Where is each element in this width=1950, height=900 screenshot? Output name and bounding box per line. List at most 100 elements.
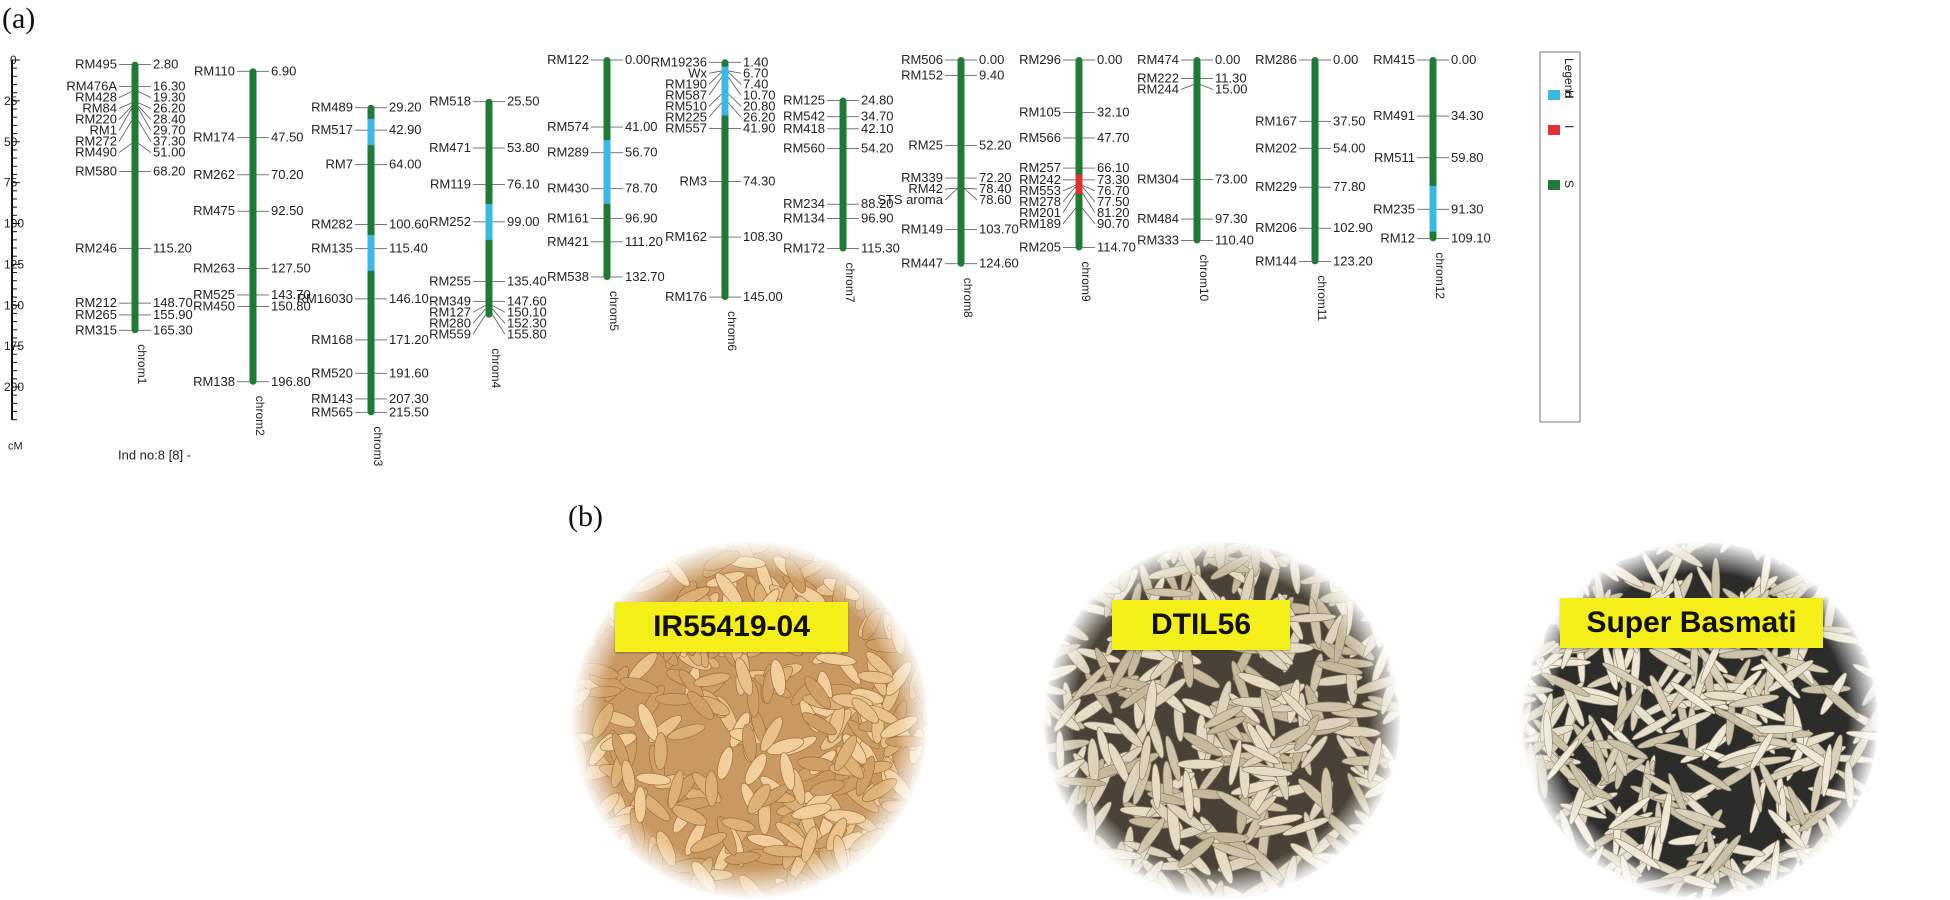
marker-position: 124.60 — [979, 256, 1019, 271]
marker-connector — [1200, 84, 1214, 90]
rice-grain — [1868, 591, 1878, 644]
marker-name: RM189 — [1019, 216, 1061, 231]
marker-name: RM559 — [429, 326, 471, 341]
rice-grain — [1546, 542, 1585, 566]
rice-grain — [1100, 542, 1125, 556]
rice-grain — [1832, 868, 1842, 898]
marker-connector — [492, 305, 506, 313]
marker-name: RM135 — [311, 241, 353, 256]
marker-position: 191.60 — [389, 365, 429, 380]
variety-label: Super Basmati — [1560, 598, 1823, 648]
marker-position: 91.30 — [1451, 201, 1484, 216]
rice-grain — [1522, 542, 1571, 547]
marker-position: 0.00 — [1215, 52, 1240, 67]
marker-position: 115.30 — [861, 241, 900, 256]
rice-grain — [1303, 542, 1351, 544]
marker-name: RM3 — [680, 173, 707, 188]
marker-position: 77.50 — [1097, 194, 1130, 209]
marker-connector — [118, 106, 132, 120]
rice-grain — [580, 553, 606, 589]
marker-name: RM447 — [901, 256, 943, 271]
segment-h — [1429, 185, 1437, 232]
marker-position: 114.70 — [1097, 240, 1136, 255]
rice-grain — [881, 542, 910, 557]
marker-position: 68.20 — [153, 164, 186, 179]
rice-grain — [915, 600, 928, 614]
marker-name: RM257 — [1019, 160, 1061, 175]
rice-grain — [1522, 586, 1528, 637]
panel-label-b: (b) — [568, 500, 603, 533]
rice-grain — [1385, 603, 1400, 619]
grain-image — [570, 540, 930, 900]
rice-grain — [1736, 540, 1783, 542]
chromosome-bar — [1075, 57, 1083, 251]
rice-grain — [871, 853, 892, 886]
marker-position: 73.30 — [1097, 172, 1130, 187]
rice-grain — [598, 559, 625, 590]
marker-position: 32.10 — [1097, 104, 1130, 119]
marker-name: RM255 — [429, 273, 471, 288]
rice-grain — [1310, 886, 1327, 898]
rice-grain — [1860, 834, 1870, 881]
marker-position: 102.90 — [1333, 220, 1373, 235]
marker-position: 74.30 — [743, 173, 776, 188]
marker-name: RM168 — [311, 332, 353, 347]
marker-position: 0.00 — [625, 52, 650, 67]
chromosome-bar — [131, 61, 139, 334]
marker-name: RM12 — [1380, 230, 1415, 245]
rice-grain — [1049, 845, 1093, 878]
marker-name: RM205 — [1019, 240, 1061, 255]
grain-image — [1042, 540, 1402, 900]
marker-position: 34.70 — [861, 109, 894, 124]
rice-grain — [1523, 843, 1560, 875]
rice-grain — [1374, 569, 1395, 617]
marker-position: 165.30 — [153, 322, 193, 337]
marker-position: 64.00 — [389, 157, 422, 172]
marker-position: 0.00 — [979, 52, 1004, 67]
rice-grain — [1542, 863, 1590, 881]
rice-grain — [572, 542, 601, 553]
rice-grain — [572, 841, 588, 880]
marker-connector — [728, 102, 742, 118]
marker-position: 96.90 — [625, 210, 658, 225]
marker-name: STS aroma — [877, 192, 944, 207]
marker-position: 10.70 — [743, 87, 776, 102]
rice-grain — [596, 854, 633, 870]
marker-name: RM339 — [901, 170, 943, 185]
rice-grain — [873, 542, 898, 569]
axis-tick-label: 75 — [4, 176, 18, 190]
rice-grain — [1379, 862, 1400, 898]
marker-name: RM143 — [311, 391, 353, 406]
rice-grain — [919, 835, 928, 867]
marker-position: 123.20 — [1333, 253, 1373, 268]
marker-connector — [492, 314, 506, 335]
marker-position: 97.30 — [1215, 211, 1248, 226]
rice-grain — [918, 552, 928, 565]
rice-grain — [617, 542, 633, 578]
rice-grain — [1047, 874, 1083, 898]
rice-grain — [1044, 862, 1068, 898]
rice-grain — [632, 542, 656, 551]
marker-position: 72.20 — [979, 170, 1012, 185]
marker-position: 99.00 — [507, 214, 540, 229]
rice-grain — [594, 542, 608, 565]
rice-grain — [649, 542, 683, 549]
rice-grain — [573, 832, 599, 867]
marker-position: 127.50 — [271, 260, 311, 275]
marker-connector — [1180, 84, 1194, 90]
legend-label: I — [1562, 125, 1576, 128]
rice-grain — [854, 543, 880, 574]
rice-grain — [1084, 540, 1126, 542]
rice-grain — [904, 551, 928, 564]
rice-grain — [1842, 837, 1853, 885]
marker-name: RM428 — [75, 90, 117, 105]
rice-grain — [1131, 896, 1179, 900]
marker-name: RM225 — [665, 109, 707, 124]
rice-grain — [1522, 845, 1565, 871]
rice-grain — [1268, 540, 1318, 544]
marker-position: 41.90 — [743, 121, 776, 136]
legend-box — [1539, 51, 1581, 423]
grain-photo-dtil56: DTIL56 — [1042, 540, 1402, 900]
rice-grain — [1047, 877, 1061, 898]
marker-name: RM161 — [547, 210, 589, 225]
